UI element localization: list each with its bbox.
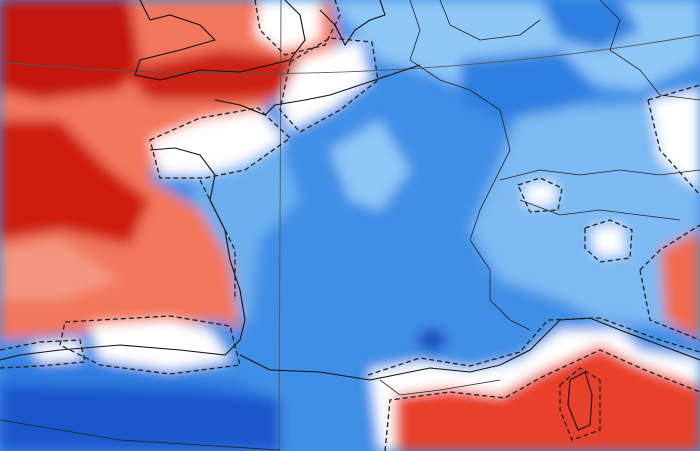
warm-core	[0, 0, 140, 100]
neutral-area	[280, 40, 370, 130]
contour-line	[639, 224, 700, 341]
warm-area	[0, 240, 120, 300]
border	[599, 0, 700, 101]
cold-core	[418, 328, 446, 352]
contour-line	[584, 219, 633, 263]
cold-area	[0, 360, 280, 400]
longitude-line	[278, 0, 282, 451]
neutral-area	[255, 0, 320, 50]
neutral-area	[90, 320, 230, 370]
contour-line	[517, 177, 563, 213]
coastline	[134, 0, 306, 81]
blue-area	[540, 0, 640, 50]
border	[499, 169, 700, 181]
border	[379, 379, 501, 396]
warm-core	[0, 120, 150, 245]
border	[409, 0, 531, 331]
contour-line	[254, 0, 341, 56]
border	[439, 0, 541, 41]
contour-line	[149, 107, 292, 179]
light-blue-area	[330, 120, 410, 210]
border	[0, 419, 281, 451]
neutral-area	[650, 90, 700, 190]
coastline	[239, 317, 700, 381]
coastline	[214, 64, 421, 116]
contour-line	[59, 315, 241, 375]
contour-line	[559, 367, 601, 441]
contour-line	[367, 317, 700, 376]
border	[519, 199, 681, 221]
contour-line	[199, 179, 236, 300]
warm-area	[660, 230, 700, 340]
contour-line	[0, 339, 86, 369]
neutral-area	[150, 110, 285, 175]
contour-line	[647, 84, 700, 196]
island-coast	[567, 371, 593, 431]
contour-line	[384, 349, 700, 451]
latitude-line	[0, 34, 700, 75]
blue-area	[460, 50, 600, 120]
neutral-area	[525, 182, 555, 205]
coastline	[0, 147, 246, 361]
neutral-area	[592, 225, 625, 255]
warm-area	[395, 345, 700, 451]
light-blue-area	[470, 100, 700, 330]
warm-core	[120, 50, 320, 100]
